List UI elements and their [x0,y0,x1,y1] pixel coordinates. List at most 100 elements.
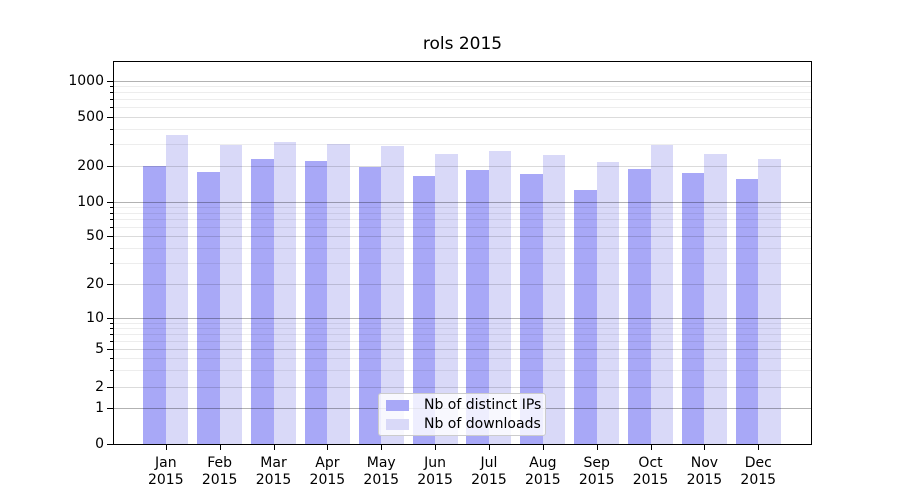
gridline-minor [114,212,811,214]
y-tick-label: 200 [77,157,104,174]
x-tick-label-nov: Nov 2015 [686,455,723,488]
bar-jan-downloads [165,134,189,445]
y-minor-tick [110,247,113,249]
y-minor-tick [110,143,113,145]
y-tick [107,201,113,203]
x-tick-label-jan: Jan 2015 [147,455,184,488]
bar-feb-distinct-ips [197,171,220,445]
bar-mar-downloads [273,142,297,445]
bar-oct-distinct-ips [628,169,651,445]
y-tick [107,284,113,285]
x-tick [488,445,490,450]
gridline-minor [114,143,811,145]
gridline-minor [114,262,811,264]
y-tick-label: 500 [77,108,104,125]
y-tick-label: 1 [95,400,104,417]
bar-sep-downloads [596,161,620,445]
y-tick-label: 20 [86,276,104,292]
y-tick [107,236,113,237]
y-tick [107,318,113,320]
x-tick [435,445,437,450]
bar-dec-distinct-ips [735,179,759,445]
legend-entry-distinct-ips: Nb of distinct IPs [386,397,541,413]
y-tick [107,116,113,118]
x-tick-label-jun: Jun 2015 [417,455,453,488]
y-minor-tick [110,86,113,88]
bar-may-distinct-ips [358,167,382,445]
bar-oct-downloads [650,144,674,445]
gridline-major [114,201,811,203]
x-tick [381,445,383,450]
gridline-minor [114,247,811,249]
bar-aug-downloads [542,154,566,445]
gridline-minor [114,323,811,324]
x-tick-label-aug: Aug 2015 [524,455,561,488]
x-tick-label-may: May 2015 [363,455,400,488]
gridline-minor [114,92,811,94]
gridline-minor [114,341,811,343]
y-minor-tick [110,323,113,324]
bar-dec-downloads [758,159,781,445]
gridline [114,386,811,388]
bar-aug-distinct-ips [520,173,543,445]
gridline-minor [114,219,811,221]
y-tick [107,444,113,445]
y-minor-tick [110,99,113,101]
gridline [114,236,811,237]
legend-entry-downloads: Nb of downloads [386,416,541,432]
y-tick-label: 10 [86,310,104,327]
chart-title: rols 2015 [422,34,503,54]
x-tick [704,445,706,450]
bar-sep-distinct-ips [574,190,597,445]
y-tick-label: 5 [95,341,104,358]
legend: Nb of distinct IPs Nb of downloads [378,393,546,436]
bar-feb-downloads [219,144,243,445]
gridline [114,284,811,285]
legend-label: Nb of downloads [424,415,541,432]
x-tick [596,445,598,450]
y-minor-tick [110,212,113,214]
gridline-minor [114,328,811,330]
x-tick-label-oct: Oct 2015 [632,455,669,488]
y-tick-label: 100 [77,193,104,210]
x-tick [273,445,275,450]
gridline-minor [114,358,811,360]
y-tick-label: 1000 [68,72,104,89]
x-tick-label-jul: Jul 2015 [471,455,507,488]
y-minor-tick [110,107,113,109]
y-tick [107,408,113,410]
gridline-minor [114,107,811,109]
bar-jun-downloads [435,154,458,445]
gridline-minor [114,206,811,208]
y-minor-tick [110,226,113,228]
x-tick-label-dec: Dec 2015 [740,455,777,488]
x-tick-label-sep: Sep 2015 [578,455,615,488]
gridline-minor [114,226,811,228]
x-tick [758,445,760,450]
legend-swatch-distinct-ips-icon [386,399,409,411]
gridline-major [114,80,811,82]
legend-swatch-downloads-icon [386,418,409,430]
x-tick-label-feb: Feb 2015 [201,455,238,488]
bar-jun-distinct-ips [412,176,436,445]
y-minor-tick [110,370,113,372]
bar-nov-distinct-ips [681,173,705,445]
bar-apr-distinct-ips [304,161,328,445]
y-tick [107,80,113,82]
x-tick-label-mar: Mar 2015 [255,455,292,488]
gridline-major [114,318,811,320]
x-tick [542,445,544,450]
y-minor-tick [110,328,113,330]
gridline-minor [114,370,811,372]
gridline [114,349,811,351]
y-minor-tick [110,334,113,336]
y-minor-tick [110,128,113,130]
y-minor-tick [110,92,113,94]
y-tick-label: 50 [86,228,104,244]
legend-label: Nb of distinct IPs [424,396,542,413]
y-minor-tick [110,358,113,360]
y-minor-tick [110,206,113,208]
x-tick-label-apr: Apr 2015 [309,455,346,488]
gridline-minor [114,86,811,88]
